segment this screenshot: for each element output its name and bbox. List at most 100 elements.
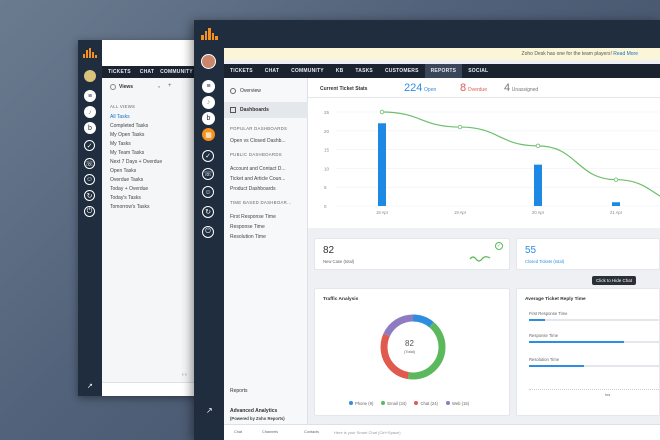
back-view-item[interactable]: My Open Tasks <box>110 132 145 138</box>
back-tab-chat[interactable]: CHAT <box>139 69 155 75</box>
dashboard-link[interactable]: Open vs Closed Dashb... <box>230 138 286 144</box>
back-view-item[interactable]: Overdue Tasks <box>110 177 144 183</box>
chat-icon[interactable]: ≡ <box>202 80 215 93</box>
avatar[interactable] <box>201 54 216 69</box>
x-tick-label: 19 Apr <box>454 210 467 215</box>
back-search-icon[interactable]: ⌕ <box>158 84 161 89</box>
y-tick-label: 5 <box>324 185 327 190</box>
popular-section[interactable]: POPULAR DASHBOARDS <box>230 126 288 131</box>
phone-icon[interactable]: ☏ <box>84 158 95 169</box>
tab-community[interactable]: COMMUNITY <box>291 68 324 74</box>
expand-icon[interactable]: ↗ <box>87 383 93 390</box>
bottom-chat[interactable]: Chat <box>234 430 243 434</box>
back-view-item[interactable]: Tomorrow's Tasks <box>110 204 150 210</box>
back-collapse-icon[interactable]: ‹ ‹ <box>182 372 187 378</box>
back-section-title: ALL VIEWS <box>110 104 136 109</box>
sync-icon[interactable]: ↻ <box>84 190 95 201</box>
advanced-analytics-link[interactable]: Advanced Analytics <box>230 408 278 414</box>
unassigned-count[interactable]: 4 Unassigned <box>504 82 538 94</box>
tab-customers[interactable]: CUSTOMERS <box>384 68 419 74</box>
tab-social[interactable]: SOCIAL <box>468 68 489 74</box>
stats-header <box>308 78 660 98</box>
time-section[interactable]: TIME BASED DASHBOAR... <box>230 200 292 205</box>
back-view-item[interactable]: Today's Tasks <box>110 195 141 201</box>
users-icon[interactable]: ☺ <box>84 174 95 185</box>
reply-row-label: First Response Time <box>529 311 568 316</box>
donut-slice[interactable] <box>380 314 446 380</box>
legend-dot-email <box>381 401 386 405</box>
desk-icon[interactable]: ♪ <box>84 106 96 118</box>
chart-background <box>308 98 660 228</box>
views-icon <box>110 84 116 90</box>
dashboard-link[interactable]: Account and Contact D... <box>230 166 286 172</box>
dashboards-icon <box>230 107 236 113</box>
back-tab-community[interactable]: COMMUNITY <box>160 69 193 75</box>
bing-icon[interactable]: b <box>84 122 96 134</box>
reply-bar-resolution-fill <box>529 365 585 367</box>
legend-chat: Chat (24) <box>414 401 438 406</box>
tab-reports[interactable]: REPORTS <box>424 64 463 78</box>
power-icon[interactable]: ⏻ <box>202 226 214 238</box>
tab-chat[interactable]: CHAT <box>264 68 280 74</box>
y-tick-label: 20 <box>324 129 330 134</box>
closed-tickets-card[interactable]: 55 Closed Tickets (total) <box>516 238 660 270</box>
bottom-bar: Chat Channels Contacts Here is your Smar… <box>224 424 660 440</box>
expand-icon[interactable]: ↗ <box>206 406 213 415</box>
reply-time-card: Average Ticket Reply Time First Response… <box>516 288 660 416</box>
legend-phone-label: Phone (9) <box>355 401 374 406</box>
back-view-item[interactable]: Next 7 Days + Overdue <box>110 159 163 165</box>
bing-icon[interactable]: b <box>202 112 215 125</box>
overdue-count[interactable]: 8 Overdue <box>460 82 487 94</box>
tab-tasks[interactable]: TASKS <box>355 68 373 74</box>
open-count[interactable]: 224 Open <box>404 82 436 94</box>
public-section[interactable]: PUBLIC DASHBOARDS <box>230 152 282 157</box>
back-view-item[interactable]: Completed Tasks <box>110 123 149 129</box>
stats-title: Current Ticket Stats <box>320 86 368 92</box>
power-icon[interactable]: ⏻ <box>84 206 95 217</box>
views-header[interactable]: Views <box>110 84 133 90</box>
reply-axis <box>529 389 660 390</box>
back-view-item[interactable]: My Tasks <box>110 141 131 147</box>
donut-slice[interactable] <box>380 314 446 380</box>
desk-icon[interactable]: ♪ <box>202 96 215 109</box>
back-view-item[interactable]: Open Tasks <box>110 168 137 174</box>
bottom-channels[interactable]: Channels <box>262 430 279 434</box>
dashboard-link[interactable]: Response Time <box>230 224 265 230</box>
chart-point <box>379 109 385 115</box>
bottom-contacts[interactable]: Contacts <box>304 430 319 434</box>
new-case-number: 82 <box>323 245 335 256</box>
dashboard-link[interactable]: Ticket and Article Coun... <box>230 176 286 182</box>
task-icon[interactable]: ✓ <box>202 150 214 162</box>
tab-tickets[interactable]: TICKETS <box>230 68 253 74</box>
back-nav: TICKETS CHAT COMMUNITY <box>102 66 198 78</box>
back-view-item[interactable]: Today + Overdue <box>110 186 149 192</box>
dashboard-link[interactable]: Product Dashboards <box>230 186 276 192</box>
back-view-item[interactable]: All Tasks <box>110 114 130 120</box>
donut-slice[interactable] <box>380 314 446 380</box>
legend-email: Email (34) <box>381 401 406 406</box>
reply-bar-first <box>529 319 660 321</box>
survey-icon[interactable]: ▦ <box>202 128 215 141</box>
phone-icon[interactable]: ☏ <box>202 168 214 180</box>
new-case-card[interactable]: 82 New Case (total) ✓ <box>314 238 510 270</box>
back-tab-tickets[interactable]: TICKETS <box>108 69 131 75</box>
y-tick-label: 0 <box>324 204 327 209</box>
dashboards-item[interactable]: Dashboards <box>224 102 308 118</box>
chat-icon[interactable]: ≡ <box>84 90 96 102</box>
smart-chat-input[interactable]: Here is your Smart Chat (Ctrl+Space) <box>334 430 401 435</box>
sync-icon[interactable]: ↻ <box>202 206 214 218</box>
dashboard-link[interactable]: Resolution Time <box>230 234 266 240</box>
legend-phone: Phone (9) <box>349 401 373 406</box>
back-add-icon[interactable]: + <box>168 83 172 89</box>
dashboard-link[interactable]: First Response Time <box>230 214 276 220</box>
task-icon[interactable]: ✓ <box>84 140 95 151</box>
users-icon[interactable]: ☺ <box>202 186 214 198</box>
overview-item[interactable]: Overview <box>230 88 261 94</box>
tab-kb[interactable]: KB <box>335 68 344 74</box>
reply-axis-label: hrs <box>605 393 611 397</box>
banner-link[interactable]: Read More <box>613 51 638 57</box>
reports-link[interactable]: Reports <box>230 388 248 394</box>
y-tick-label: 25 <box>324 110 330 115</box>
back-view-item[interactable]: My Team Tasks <box>110 150 145 156</box>
avatar[interactable] <box>84 70 96 82</box>
